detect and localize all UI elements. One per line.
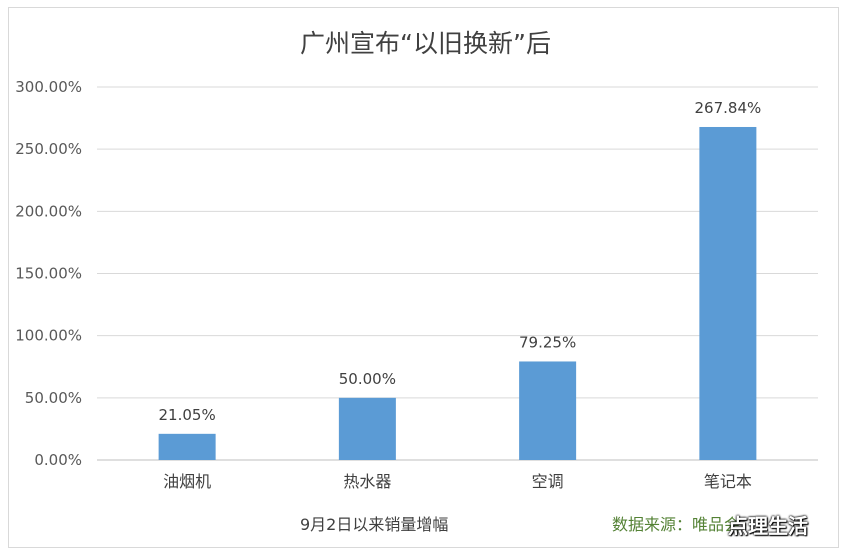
y-tick-label: 0.00%	[34, 451, 82, 469]
bar	[338, 397, 396, 460]
bar	[519, 361, 577, 460]
y-tick-label: 100.00%	[15, 327, 82, 345]
bar	[158, 433, 216, 460]
x-tick-label: 油烟机	[163, 472, 211, 491]
y-tick-label: 150.00%	[15, 265, 82, 283]
watermark: 点理生活	[728, 514, 808, 538]
chart-title: 广州宣布“以旧换新”后	[300, 29, 551, 58]
x-tick-label: 空调	[532, 472, 564, 491]
x-tick-label: 热水器	[343, 472, 391, 491]
y-tick-label: 300.00%	[15, 78, 82, 96]
x-axis-label: 9月2日以来销量增幅	[300, 515, 449, 534]
x-tick-label: 笔记本	[704, 472, 752, 491]
data-label: 267.84%	[695, 99, 762, 117]
y-tick-label: 250.00%	[15, 140, 82, 158]
bar	[699, 126, 757, 461]
y-tick-label: 200.00%	[15, 202, 82, 220]
data-label: 50.00%	[339, 370, 396, 388]
data-label: 79.25%	[519, 333, 576, 351]
y-tick-label: 50.00%	[25, 389, 82, 407]
data-label: 21.05%	[159, 406, 216, 424]
source-text: 数据来源：唯品会	[612, 515, 741, 534]
